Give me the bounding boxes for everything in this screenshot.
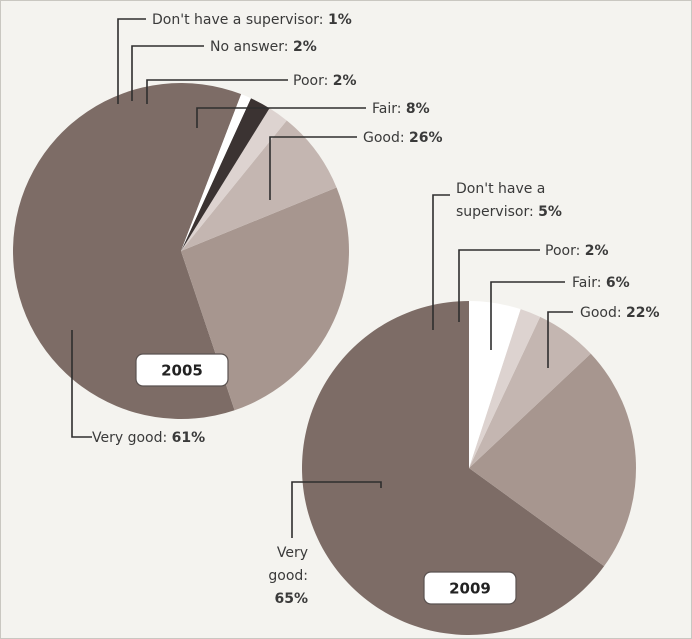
label-2009-very-good: Very good: 65% <box>268 545 308 607</box>
slice-2009-fair <box>469 316 591 468</box>
slice-2009-no-supervisor <box>469 301 521 468</box>
label-2005-poor: Poor: 2% <box>293 73 357 89</box>
leader-line-2005-fair <box>196 107 366 128</box>
label-2005-no-answer: No answer: 2% <box>210 39 317 55</box>
pie-2009: Very good: 65% Good: 22% Fair: 6% Poor: 2% Don… <box>268 181 660 635</box>
leader-line-2005-very-good <box>71 330 92 438</box>
slice-2009-very-good <box>302 301 605 635</box>
label-2009-fair: Fair: 6% <box>572 275 630 291</box>
leader-line-2009-very-good <box>291 481 382 538</box>
label-2005-good: Good: 26% <box>363 130 443 146</box>
year-badge-2009 <box>423 571 517 605</box>
leader-line-2009-no-supervisor <box>432 194 450 330</box>
leader-line-2009-good <box>547 311 573 368</box>
slice-2005-no-supervisor <box>181 94 251 251</box>
slice-2005-poor <box>181 108 287 251</box>
leader-line-2005-no-supervisor <box>117 18 146 104</box>
label-2009-no-supervisor: Don't have a supervisor: 5% <box>456 181 562 220</box>
pie-2005: Very good: 61% Good: 26% Fair: 8% Poor: 2% N… <box>13 12 443 446</box>
slice-2005-fair <box>181 120 337 251</box>
year-label-2009: 2009 <box>449 580 491 598</box>
year-badge-2005 <box>135 353 229 387</box>
slice-2005-no-answer <box>181 98 270 251</box>
year-label-2005: 2005 <box>161 362 203 380</box>
slice-2005-very-good <box>13 83 242 420</box>
label-2009-poor: Poor: 2% <box>545 243 609 259</box>
leader-line-2009-fair <box>490 281 565 350</box>
leader-line-2005-good <box>269 136 357 200</box>
leader-line-2009-poor <box>458 249 540 322</box>
slice-2009-good <box>469 353 637 567</box>
label-2005-very-good: Very good: 61% <box>92 430 205 446</box>
label-2005-no-supervisor: Don't have a supervisor: 1% <box>152 12 352 28</box>
label-2009-good: Good: 22% <box>580 305 660 321</box>
leader-line-2005-poor <box>146 79 288 104</box>
label-2005-fair: Fair: 8% <box>372 101 430 117</box>
leader-line-2005-no-answer <box>131 45 204 101</box>
slice-2009-poor <box>469 309 541 468</box>
